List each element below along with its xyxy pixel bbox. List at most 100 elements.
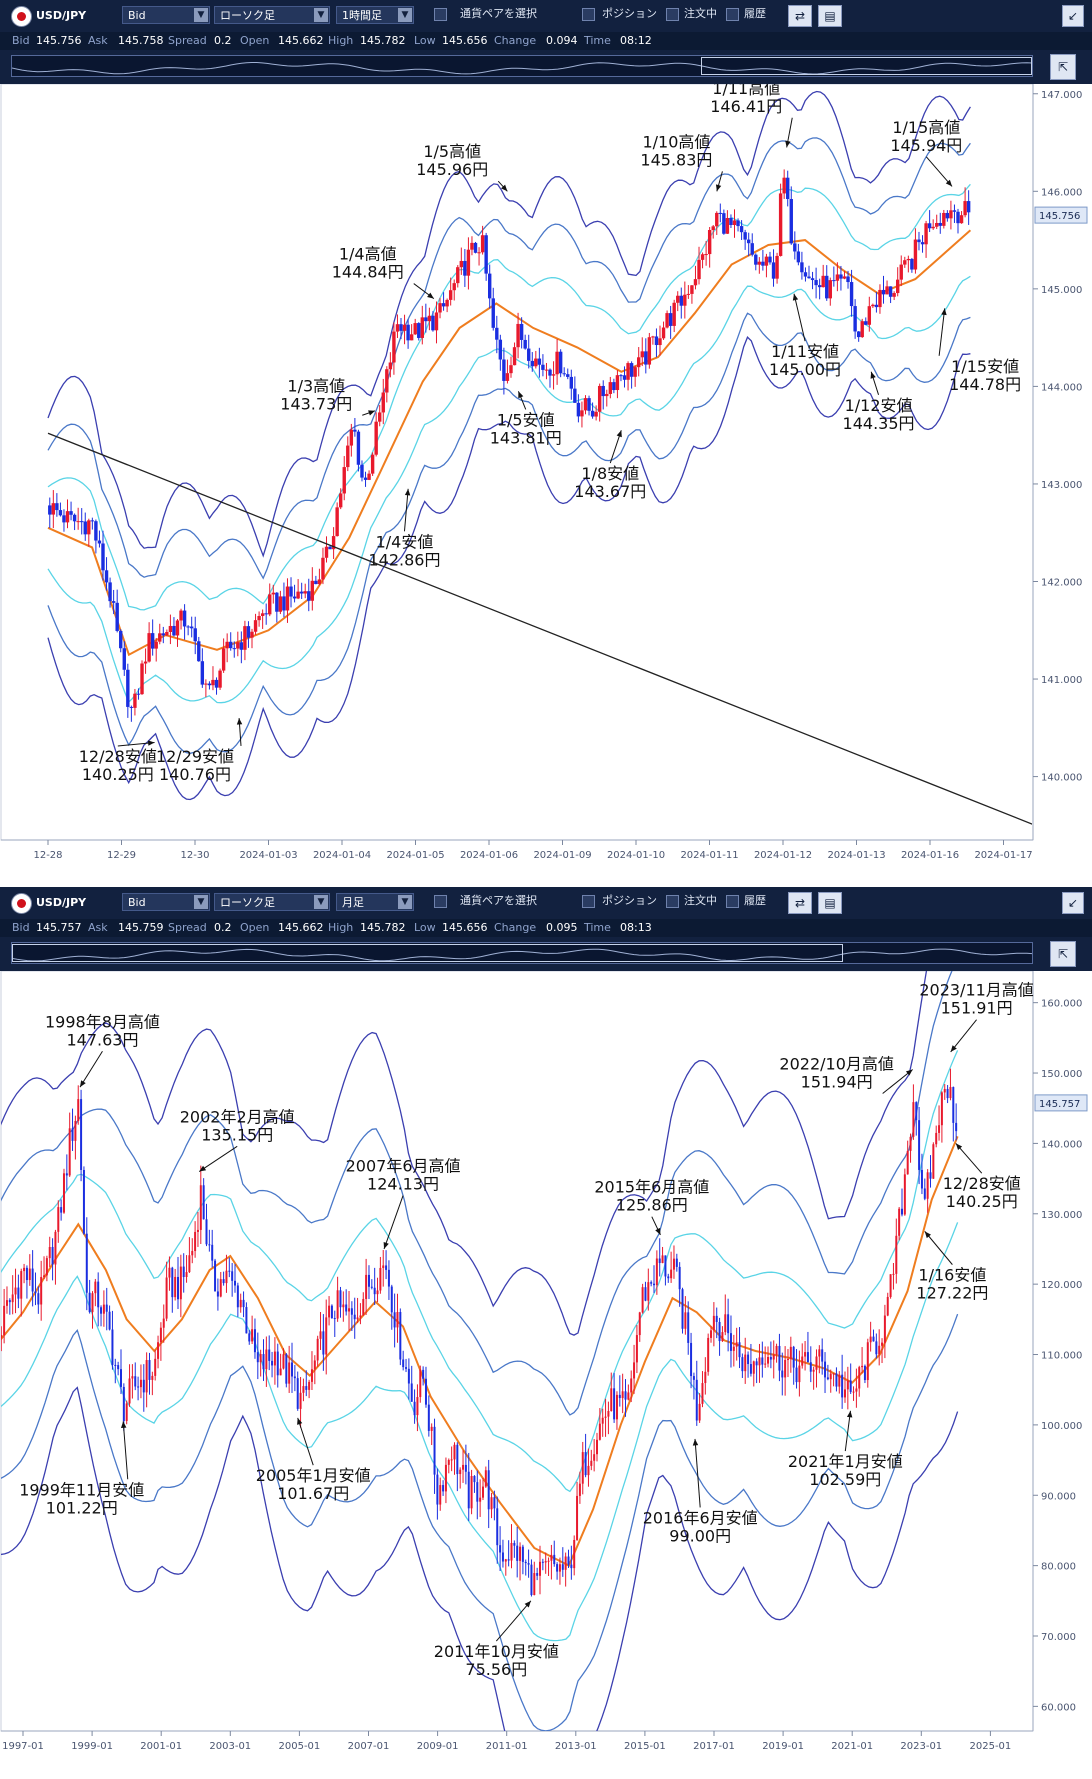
- candle-down: [771, 262, 776, 279]
- candle-down: [264, 613, 268, 615]
- candle-down: [761, 261, 765, 266]
- navigator-row: ⇱: [0, 50, 1092, 84]
- select-pair-checkbox[interactable]: [434, 8, 447, 21]
- window-icon[interactable]: ▤: [818, 5, 842, 27]
- chart-navigator[interactable]: [11, 55, 1033, 77]
- plot-layer: [1, 971, 959, 1731]
- candle-down: [501, 1552, 504, 1562]
- candle-up: [365, 1274, 368, 1299]
- candle-down: [136, 693, 141, 695]
- candle-up: [342, 1304, 345, 1308]
- candle-down: [350, 1308, 353, 1315]
- price-type-value: Bid: [128, 9, 146, 22]
- candle-down: [496, 1508, 499, 1546]
- annotation-date: 2011年10月安値: [434, 1642, 559, 1661]
- candle-up: [370, 454, 375, 474]
- candle-down: [619, 375, 623, 377]
- candle-up: [481, 1486, 484, 1498]
- candle-down: [849, 282, 854, 307]
- candle-down: [80, 1099, 83, 1170]
- candle-up: [470, 242, 474, 250]
- chevron-down-icon[interactable]: ▼: [398, 895, 412, 909]
- chevron-down-icon[interactable]: ▼: [194, 8, 208, 22]
- candle-down: [690, 1342, 693, 1377]
- time-label: Time: [584, 34, 611, 47]
- navigator-window[interactable]: [700, 57, 1032, 75]
- annotation-arrowhead: [905, 1069, 913, 1076]
- chart-style-select[interactable]: ローソク足 ▼: [214, 893, 330, 911]
- candle-up: [778, 193, 783, 256]
- currency-pair-label[interactable]: USD/JPY: [36, 9, 87, 22]
- candle-up: [336, 1290, 339, 1319]
- chevron-down-icon[interactable]: ▼: [194, 895, 208, 909]
- candle-down: [718, 212, 723, 214]
- bollinger-lower-band: [47, 336, 971, 801]
- candle-down: [353, 1314, 356, 1320]
- price-type-select[interactable]: Bid ▼: [122, 893, 210, 911]
- chevron-down-icon[interactable]: ▼: [314, 8, 328, 22]
- candle-up: [912, 1102, 915, 1137]
- candle-down: [55, 503, 59, 511]
- swap-icon[interactable]: ⇄: [788, 5, 812, 27]
- position-checkbox[interactable]: [582, 895, 595, 908]
- candle-up: [818, 1349, 821, 1357]
- candle-down: [85, 1233, 88, 1293]
- annotation-price: 151.91円: [941, 999, 1013, 1018]
- order-checkbox[interactable]: [666, 895, 679, 908]
- chevron-down-icon[interactable]: ▼: [398, 8, 412, 22]
- candle-down: [387, 1269, 390, 1287]
- candle-down: [692, 1376, 695, 1380]
- candle-up: [328, 1305, 331, 1318]
- order-checkbox[interactable]: [666, 8, 679, 21]
- price-type-select[interactable]: Bid ▼: [122, 6, 210, 24]
- candle-up: [402, 324, 407, 331]
- candle-down: [476, 1482, 479, 1502]
- select-pair-checkbox[interactable]: [434, 895, 447, 908]
- timeframe-select[interactable]: 月足 ▼: [336, 893, 414, 911]
- history-checkbox[interactable]: [726, 8, 739, 21]
- candle-up: [704, 254, 708, 256]
- candle-up: [185, 1272, 188, 1278]
- candle-down: [464, 1464, 467, 1472]
- ask-label: Ask: [88, 34, 108, 47]
- position-checkbox[interactable]: [582, 8, 595, 21]
- candle-up: [544, 369, 549, 371]
- expand-icon[interactable]: ⇱: [1050, 54, 1076, 80]
- candle-up: [250, 631, 254, 638]
- candle-up: [218, 670, 222, 688]
- collapse-icon[interactable]: ↙: [1062, 892, 1084, 914]
- annotation-arrow: [950, 1019, 977, 1053]
- candle-up: [601, 1417, 604, 1424]
- currency-pair-label[interactable]: USD/JPY: [36, 896, 87, 909]
- expand-icon[interactable]: ⇱: [1050, 941, 1076, 967]
- candle-up: [906, 258, 911, 261]
- high-label: High: [328, 921, 354, 934]
- swap-icon[interactable]: ⇄: [788, 892, 812, 914]
- candle-up: [596, 1439, 599, 1455]
- timeframe-select[interactable]: 1時間足 ▼: [336, 6, 414, 24]
- x-tick-label: 2024-01-11: [680, 850, 738, 861]
- history-checkbox[interactable]: [726, 895, 739, 908]
- chart-navigator[interactable]: [11, 942, 1033, 964]
- candle-up: [581, 1452, 584, 1484]
- candle-down: [729, 218, 733, 225]
- toolbar-row: USD/JPY Bid ▼ ローソク足 ▼ 1時間足 ▼ 通貨ペアを選択 ポジシ…: [0, 0, 1092, 32]
- candle-down: [111, 1329, 114, 1365]
- candle-up: [878, 1345, 881, 1355]
- chart-style-select[interactable]: ローソク足 ▼: [214, 6, 330, 24]
- chevron-down-icon[interactable]: ▼: [314, 895, 328, 909]
- navigator-window[interactable]: [12, 944, 844, 962]
- candle-down: [417, 323, 421, 338]
- candle-down: [37, 1293, 40, 1305]
- navigator-line: [12, 948, 1032, 962]
- window-icon[interactable]: ▤: [818, 892, 842, 914]
- candle-down: [612, 382, 616, 391]
- candle-down: [917, 239, 921, 243]
- candle-up: [317, 579, 322, 585]
- candle-up: [128, 1378, 131, 1404]
- collapse-icon[interactable]: ↙: [1062, 5, 1084, 27]
- candle-down: [436, 1474, 439, 1505]
- price-type-value: Bid: [128, 896, 146, 909]
- candle-down: [58, 510, 63, 516]
- candle-down: [678, 1266, 681, 1290]
